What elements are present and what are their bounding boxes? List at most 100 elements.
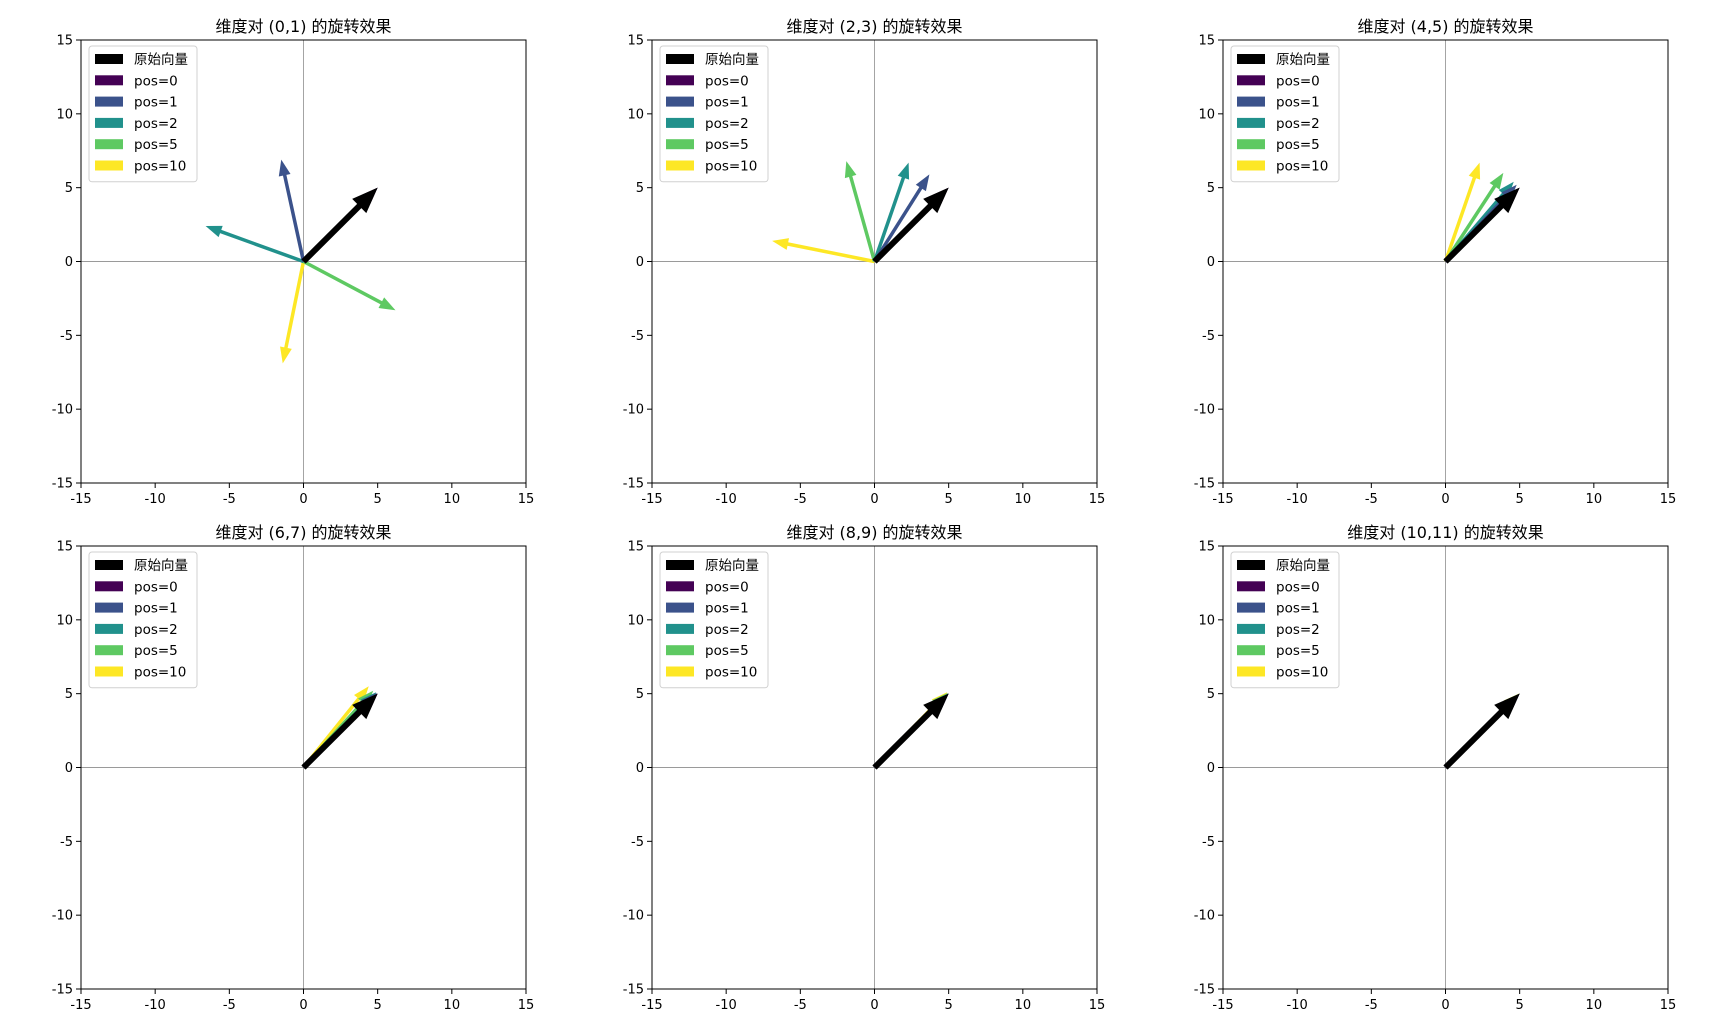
y-tick-label: -10 xyxy=(52,909,73,924)
subplot-5: 维度对 (8,9) 的旋转效果 -15 -10 -5 0 5 10 15 -15 -10 -5 0 5 1… xyxy=(623,523,1106,1013)
arrow-head xyxy=(897,162,910,180)
x-tick-label: -10 xyxy=(145,492,166,507)
arrow-shaft xyxy=(848,174,877,262)
legend-swatch xyxy=(95,581,123,592)
x-tick-label: -10 xyxy=(145,998,166,1013)
legend-swatch xyxy=(1237,96,1265,107)
y-tick-label: -15 xyxy=(623,983,644,998)
y-tick-label: 10 xyxy=(627,107,644,122)
y-tick-label: 0 xyxy=(65,255,73,270)
vector-arrow-pos=10 xyxy=(772,238,875,264)
axes-frame xyxy=(80,39,527,484)
vector-arrow-原始向量 xyxy=(1443,187,1520,264)
x-tick-label: 15 xyxy=(1660,998,1677,1013)
y-tick-label: 0 xyxy=(636,761,644,776)
x-tick-label: -10 xyxy=(716,998,737,1013)
legend-label: pos=0 xyxy=(1276,73,1320,89)
arrow-head xyxy=(205,225,223,238)
y-tick-label: 15 xyxy=(56,34,73,49)
legend-swatch xyxy=(1237,75,1265,86)
legend-label: pos=1 xyxy=(134,95,178,111)
x-tick-label: 5 xyxy=(945,492,953,507)
y-tick-label: 15 xyxy=(56,540,73,555)
legend-swatch xyxy=(666,54,694,64)
legend-label: pos=2 xyxy=(1276,622,1320,638)
y-tick-label: -5 xyxy=(1202,835,1215,850)
legend-label: pos=5 xyxy=(134,643,178,659)
legend-swatch xyxy=(95,560,123,570)
x-tick-label: -15 xyxy=(1212,998,1233,1013)
x-tick-label: -15 xyxy=(641,492,662,507)
legend-swatch xyxy=(95,160,123,171)
legend: 原始向量 pos=0 pos=1 pos=2 pos=5 pos=10 xyxy=(88,551,198,689)
x-tick-label: 10 xyxy=(444,998,461,1013)
legend-swatch xyxy=(1237,623,1265,634)
legend-label: pos=2 xyxy=(705,116,749,132)
vector-arrow-原始向量 xyxy=(872,693,949,770)
legend-label: pos=0 xyxy=(134,579,178,595)
vector-arrow-pos=5 xyxy=(302,259,396,311)
legend-label: pos=0 xyxy=(134,73,178,89)
x-tick-label: -5 xyxy=(223,998,236,1013)
legend-label: pos=5 xyxy=(134,137,178,153)
y-tick-label: 5 xyxy=(65,687,73,702)
subplot-3: 维度对 (4,5) 的旋转效果 -15 -10 -5 0 5 10 15 -15 -10 -5 0 5 1… xyxy=(1194,17,1677,507)
legend-label: pos=2 xyxy=(1276,116,1320,132)
x-tick-label: -5 xyxy=(1365,998,1378,1013)
y-tick-label: 10 xyxy=(627,613,644,628)
x-tick-label: 15 xyxy=(1089,492,1106,507)
y-tick-label: -15 xyxy=(52,983,73,998)
y-tick-label: -10 xyxy=(1194,403,1215,418)
legend-swatch xyxy=(95,645,123,656)
arrow-head xyxy=(923,693,949,720)
x-tick-label: 10 xyxy=(1015,492,1032,507)
arrow-head xyxy=(844,161,857,179)
legend-swatch xyxy=(95,666,123,677)
x-tick-label: 15 xyxy=(518,492,535,507)
arrow-head xyxy=(352,187,378,214)
y-tick-label: -10 xyxy=(52,403,73,418)
vector-arrow-原始向量 xyxy=(872,187,949,264)
axes-frame xyxy=(80,545,527,990)
legend-swatch xyxy=(666,645,694,656)
subplot-title: 维度对 (2,3) 的旋转效果 xyxy=(786,17,962,36)
legend-swatch xyxy=(1237,602,1265,613)
legend-swatch xyxy=(666,96,694,107)
arrow-head xyxy=(1468,162,1481,180)
y-tick-label: 10 xyxy=(1198,107,1215,122)
legend-label: pos=5 xyxy=(1276,643,1320,659)
legend-swatch xyxy=(666,581,694,592)
legend-label: pos=10 xyxy=(134,159,186,175)
arrow-head xyxy=(915,174,930,192)
legend-label: pos=10 xyxy=(705,665,757,681)
vector-arrow-pos=1 xyxy=(873,174,930,263)
y-tick-label: 5 xyxy=(636,181,644,196)
subplot-6: 维度对 (10,11) 的旋转效果 -15 -10 -5 0 5 10 15 -15 -10 -5 0… xyxy=(1194,523,1677,1013)
legend-swatch xyxy=(1237,666,1265,677)
subplot-4: 维度对 (6,7) 的旋转效果 -15 -10 -5 0 5 10 15 -15 -10 -5 0 5 1… xyxy=(52,523,535,1013)
subplot-title: 维度对 (6,7) 的旋转效果 xyxy=(215,523,391,542)
x-tick-label: -10 xyxy=(1287,998,1308,1013)
vector-arrow-原始向量 xyxy=(301,693,378,770)
x-tick-label: -5 xyxy=(223,492,236,507)
arrow-shaft xyxy=(283,261,306,351)
x-tick-label: 15 xyxy=(1089,998,1106,1013)
legend-label: pos=10 xyxy=(1276,159,1328,175)
legend-swatch xyxy=(95,139,123,150)
legend-label: pos=0 xyxy=(1276,579,1320,595)
legend-swatch xyxy=(95,75,123,86)
y-tick-label: 0 xyxy=(1207,761,1215,776)
legend-label: pos=2 xyxy=(705,622,749,638)
vector-arrow-pos=2 xyxy=(205,225,305,264)
arrow-shaft xyxy=(302,259,384,306)
subplot-1: 维度对 (0,1) 的旋转效果 -15 -10 -5 0 5 10 15 -15 -10 -5 0 5 1… xyxy=(52,17,535,507)
x-tick-label: -5 xyxy=(1365,492,1378,507)
x-tick-label: -15 xyxy=(1212,492,1233,507)
y-tick-label: 10 xyxy=(56,107,73,122)
legend-label: pos=1 xyxy=(1276,601,1320,617)
y-tick-label: 5 xyxy=(1207,687,1215,702)
legend-label: 原始向量 xyxy=(134,558,188,574)
x-tick-label: 0 xyxy=(1441,998,1449,1013)
arrow-shaft xyxy=(1444,183,1498,263)
